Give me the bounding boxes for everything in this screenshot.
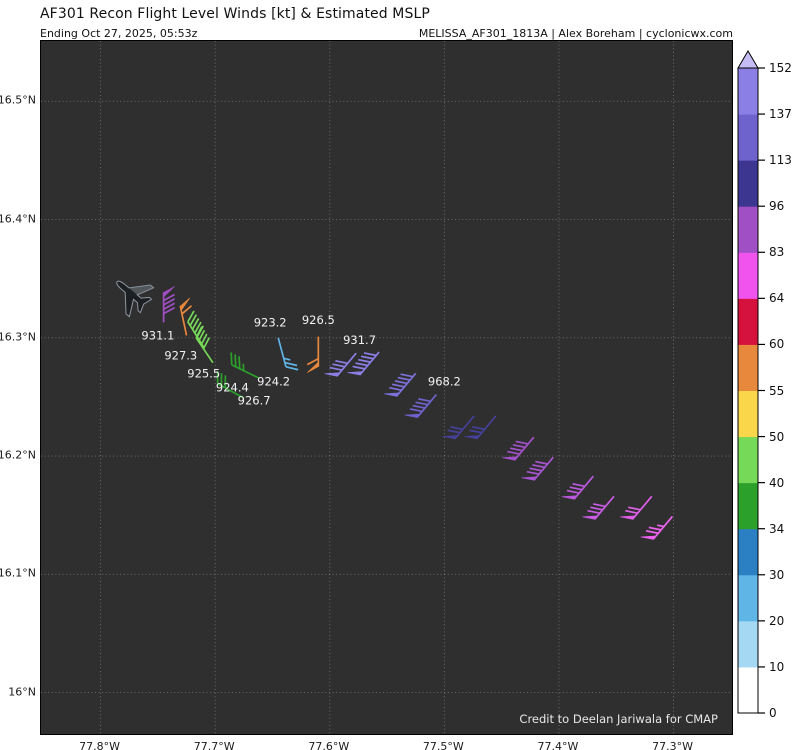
colorbar-tick-label: 152 [769,61,792,75]
mslp-label: 926.5 [302,313,335,327]
wind-barb [324,352,357,377]
colorbar-segment [738,528,758,576]
page-title: AF301 Recon Flight Level Winds [kt] & Es… [40,6,430,22]
colorbar-tick-label: 50 [769,429,785,444]
wind-barb [640,515,674,540]
colorbar-tick-label: 137 [769,107,792,122]
colorbar-segment [738,68,758,115]
colorbar-tick-label: 10 [769,659,785,674]
wind-barb [216,371,245,399]
mslp-label: 968.2 [428,375,461,389]
mslp-label: 927.3 [164,349,197,363]
wind-barb [521,456,554,481]
wind-barb [582,495,615,520]
x-tick-label: 77.5°W [422,740,464,750]
colorbar-segment [738,298,758,345]
y-tick-label: 16°N [8,685,36,699]
colorbar-tick-label: 83 [769,245,785,260]
colorbar-segment [738,482,758,530]
colorbar-tick-label: 40 [769,475,785,490]
wind-speed-colorbar [737,50,765,714]
colorbar-tick-label: 34 [769,521,785,536]
colorbar-segment [738,574,758,622]
colorbar-segment [738,666,758,714]
colorbar-segment [738,344,758,391]
colorbar-tick-label: 64 [769,291,785,306]
y-tick-label: 16.3°N [0,330,36,344]
wind-barb [179,297,193,336]
wind-barb [347,351,380,376]
colorbar-segment [738,620,758,668]
x-tick-label: 77.7°W [193,740,235,750]
mslp-label: 926.7 [238,394,271,408]
wind-barb [306,336,320,373]
colorbar-tick-label: 0 [769,706,777,720]
y-tick-label: 16.2°N [0,448,36,462]
wind-barb [442,415,475,440]
wind-barb [502,436,535,461]
colorbar-segment [738,436,758,484]
aircraft-icon [116,280,155,318]
mslp-label: 923.2 [254,315,287,329]
y-tick-label: 16.1°N [0,566,36,580]
wind-barb [384,372,417,397]
mslp-label: 931.7 [343,333,376,347]
wind-barb [561,475,594,500]
subtitle-ending-time: Ending Oct 27, 2025, 05:53z [40,27,198,40]
subtitle-mission-source: MELISSA_AF301_1813A | Alex Boreham | cyc… [418,27,733,40]
colorbar-tick-label: 30 [769,567,785,582]
credit-text: Credit to Deelan Jariwala for CMAP [519,712,718,726]
mslp-label: 924.2 [257,375,290,389]
wind-barb [162,286,176,323]
wind-barb [464,415,497,440]
colorbar-tick-label: 96 [769,199,785,214]
plot-area: 931.1 927.3 925.5 924.4 926.7 924.2 923.2 926.5… [40,40,733,735]
wind-barb [404,394,437,419]
wind-barb [620,495,653,520]
x-tick-label: 77.6°W [308,740,350,750]
mslp-label: 924.4 [216,381,249,395]
y-tick-label: 16.4°N [0,212,36,226]
colorbar-tick-label: 20 [769,613,785,628]
colorbar-segment [738,114,758,161]
x-tick-label: 77.4°W [537,740,579,750]
colorbar-segment [738,252,758,299]
colorbar-tick-label: 60 [769,337,785,352]
mslp-label: 931.1 [141,328,174,342]
x-tick-label: 77.3°W [652,740,693,750]
colorbar-arrow [737,50,759,69]
y-tick-label: 16.5°N [0,93,36,107]
colorbar-segment [738,390,758,438]
colorbar-segment [738,206,758,253]
colorbar-segment [738,160,758,207]
wind-barb [195,326,214,364]
wind-barb [230,352,260,379]
mslp-label: 925.5 [187,366,220,380]
x-tick-label: 77.8°W [79,740,121,750]
colorbar-tick-label: 55 [769,383,785,398]
wind-barb [277,337,299,371]
colorbar-tick-label: 113 [769,153,792,168]
